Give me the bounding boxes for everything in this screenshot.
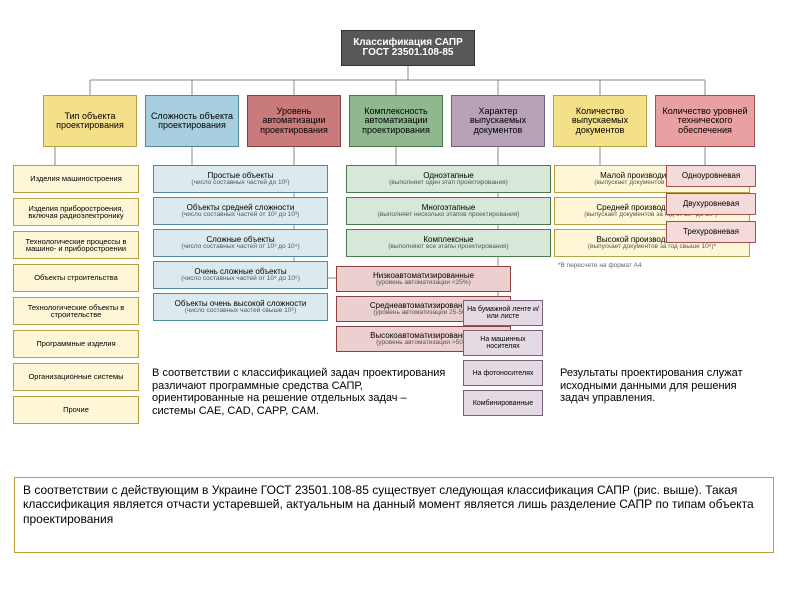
leaf-column1-7: Прочие (13, 396, 139, 424)
leaf-column1-1: Изделия приборостроения, включая радиоэл… (13, 198, 139, 226)
annotation-right: Результаты проектирования служат исходны… (560, 367, 765, 405)
leaf-label: Трехуровневая (683, 228, 739, 236)
root-node: Классификация САПР ГОСТ 23501.108-85 (341, 30, 475, 66)
leaf-column5-1: На машинных носителях (463, 330, 543, 356)
leaf-column1-4: Технологические объекты в строительстве (13, 297, 139, 325)
leaf-column5-3: Комбинированные (463, 390, 543, 416)
leaf-column7-1: Двухуровневая (666, 193, 756, 215)
leaf-sublabel: (число составных частей от 10⁴ до 10⁶) (181, 276, 300, 283)
leaf-sublabel: (выполняет несколько этапов проектирован… (378, 212, 520, 219)
category-c4: Комплексность автоматизации проектирован… (349, 95, 443, 147)
category-label: Характер выпускаемых документов (455, 107, 541, 135)
leaf-sublabel: (выполняет один этап проектирования) (389, 180, 508, 187)
category-label: Сложность объекта проектирования (149, 112, 235, 131)
leaf-sublabel: (число составных частей от 10³ до 10⁴) (181, 244, 299, 251)
leaf-sublabel: (уровень автоматизации <25%) (376, 280, 471, 287)
leaf-column3-0: Низкоавтоматизированные(уровень автомати… (336, 266, 511, 292)
leaf-label: Объекты строительства (34, 274, 118, 282)
leaf-sublabel: (выпускает документов за год свыше 10⁶)* (588, 244, 716, 251)
leaf-label: Комбинированные (473, 400, 533, 407)
category-c7: Количество уровней технического обеспече… (655, 95, 755, 147)
leaf-column5-0: На бумажной ленте и/или листе (463, 300, 543, 326)
category-label: Комплексность автоматизации проектирован… (353, 107, 439, 135)
leaf-column2-2: Сложные объекты(число составных частей о… (153, 229, 328, 257)
leaf-column5-2: На фотоносителях (463, 360, 543, 386)
category-c1: Тип объекта проектирования (43, 95, 137, 147)
leaf-label: Одноуровневая (682, 172, 740, 180)
category-c6: Количество выпускаемых документов (553, 95, 647, 147)
leaf-column2-3: Очень сложные объекты(число составных ча… (153, 261, 328, 289)
leaf-column7-0: Одноуровневая (666, 165, 756, 187)
leaf-column1-2: Технологические процессы в машино- и при… (13, 231, 139, 259)
leaf-label: Прочие (63, 406, 89, 414)
leaf-label: Организационные системы (28, 373, 123, 381)
leaf-label: Изделия приборостроения, включая радиоэл… (16, 205, 136, 220)
leaf-sublabel: (выполняют все этапы проектирования) (388, 244, 508, 251)
leaf-column1-5: Программные изделия (13, 330, 139, 358)
leaf-column7-2: Трехуровневая (666, 221, 756, 243)
category-label: Количество уровней технического обеспече… (659, 107, 751, 135)
leaf-label: Двухуровневая (683, 200, 739, 208)
root-title-line2: ГОСТ 23501.108-85 (346, 48, 470, 59)
leaf-column1-3: Объекты строительства (13, 264, 139, 292)
annotation-left: В соответствии с классификацией задач пр… (152, 367, 447, 418)
leaf-column4-1: Многоэтапные(выполняет несколько этапов … (346, 197, 551, 225)
leaf-sublabel: (число составных частей до 10²) (191, 180, 289, 187)
leaf-label: Технологические объекты в строительстве (16, 304, 136, 319)
category-c5: Характер выпускаемых документов (451, 95, 545, 147)
leaf-column4-2: Комплексные(выполняют все этапы проектир… (346, 229, 551, 257)
category-label: Тип объекта проектирования (47, 112, 133, 131)
leaf-column1-6: Организационные системы (13, 363, 139, 391)
leaf-sublabel: (уровень автоматизации 25-50%) (373, 310, 473, 317)
leaf-sublabel: (число составных частей от 10² до 10³) (182, 212, 300, 219)
leaf-column4-0: Одноэтапные(выполняет один этап проектир… (346, 165, 551, 193)
category-c2: Сложность объекта проектирования (145, 95, 239, 147)
category-c3: Уровень автоматизации проектирования (247, 95, 341, 147)
leaf-column2-1: Объекты средней сложности(число составны… (153, 197, 328, 225)
leaf-sublabel: (уровень автоматизации >50%) (376, 340, 471, 347)
leaf-column2-4: Объекты очень высокой сложности(число со… (153, 293, 328, 321)
leaf-label: На бумажной ленте и/или листе (466, 306, 540, 320)
leaf-column2-0: Простые объекты(число составных частей д… (153, 165, 328, 193)
leaf-label: На машинных носителях (466, 336, 540, 350)
leaf-label: Технологические процессы в машино- и при… (16, 238, 136, 253)
leaf-label: На фотоносителях (473, 370, 534, 377)
bottom-caption: В соответствии с действующим в Украине Г… (14, 477, 774, 553)
category-label: Количество выпускаемых документов (557, 107, 643, 135)
leaf-label: Изделия машиностроения (30, 175, 122, 183)
category-label: Уровень автоматизации проектирования (251, 107, 337, 135)
footnote: *В пересчете на формат А4 (558, 262, 642, 269)
leaf-column1-0: Изделия машиностроения (13, 165, 139, 193)
leaf-label: Программные изделия (36, 340, 115, 348)
leaf-sublabel: (число составных частей свыше 10⁶) (185, 308, 296, 315)
